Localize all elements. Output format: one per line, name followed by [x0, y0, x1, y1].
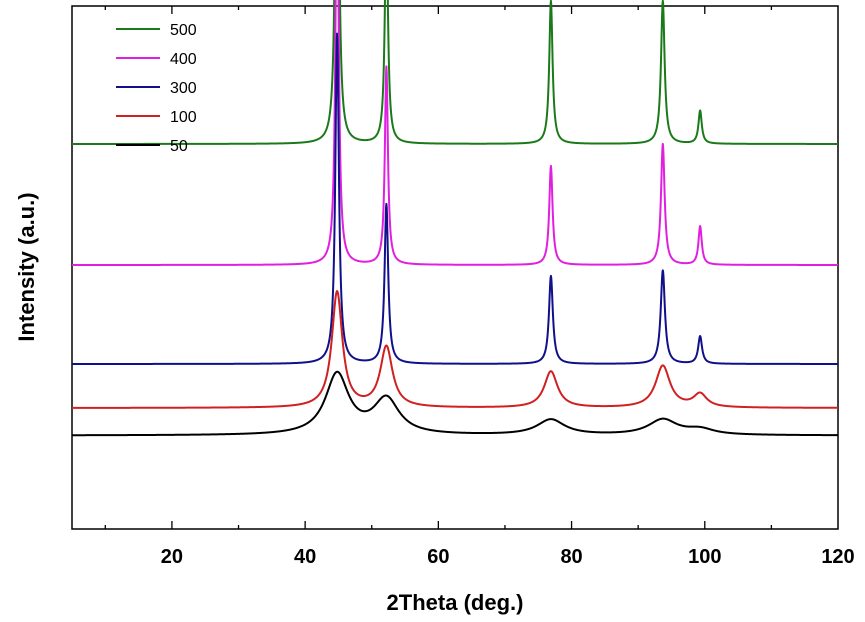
y-axis-title: Intensity (a.u.) — [14, 192, 39, 341]
series-line-100 — [71, 290, 839, 409]
legend: 500 400 300 100 50 — [116, 22, 197, 155]
legend-label-50: 50 — [170, 138, 188, 155]
series-line-400 — [71, 0, 839, 266]
x-tick-label: 100 — [688, 546, 721, 568]
plot-frame — [71, 5, 839, 530]
legend-label-100: 100 — [170, 109, 197, 126]
x-axis-title: 2Theta (deg.) — [387, 590, 524, 615]
series-lines — [71, 0, 839, 437]
x-tick-label: 20 — [161, 546, 183, 568]
x-tick-label: 120 — [821, 546, 854, 568]
x-tick-labels: 20 40 60 80 100 120 — [161, 546, 855, 568]
axis-ticks — [104, 6, 773, 529]
legend-label-400: 400 — [170, 51, 197, 68]
series-line-50 — [71, 370, 839, 437]
legend-label-500: 500 — [170, 22, 197, 39]
x-tick-label: 80 — [560, 546, 582, 568]
series-line-500 — [71, 0, 839, 145]
x-tick-label: 40 — [294, 546, 316, 568]
series-line-300 — [71, 32, 839, 365]
legend-label-300: 300 — [170, 80, 197, 97]
x-tick-label: 60 — [427, 546, 449, 568]
